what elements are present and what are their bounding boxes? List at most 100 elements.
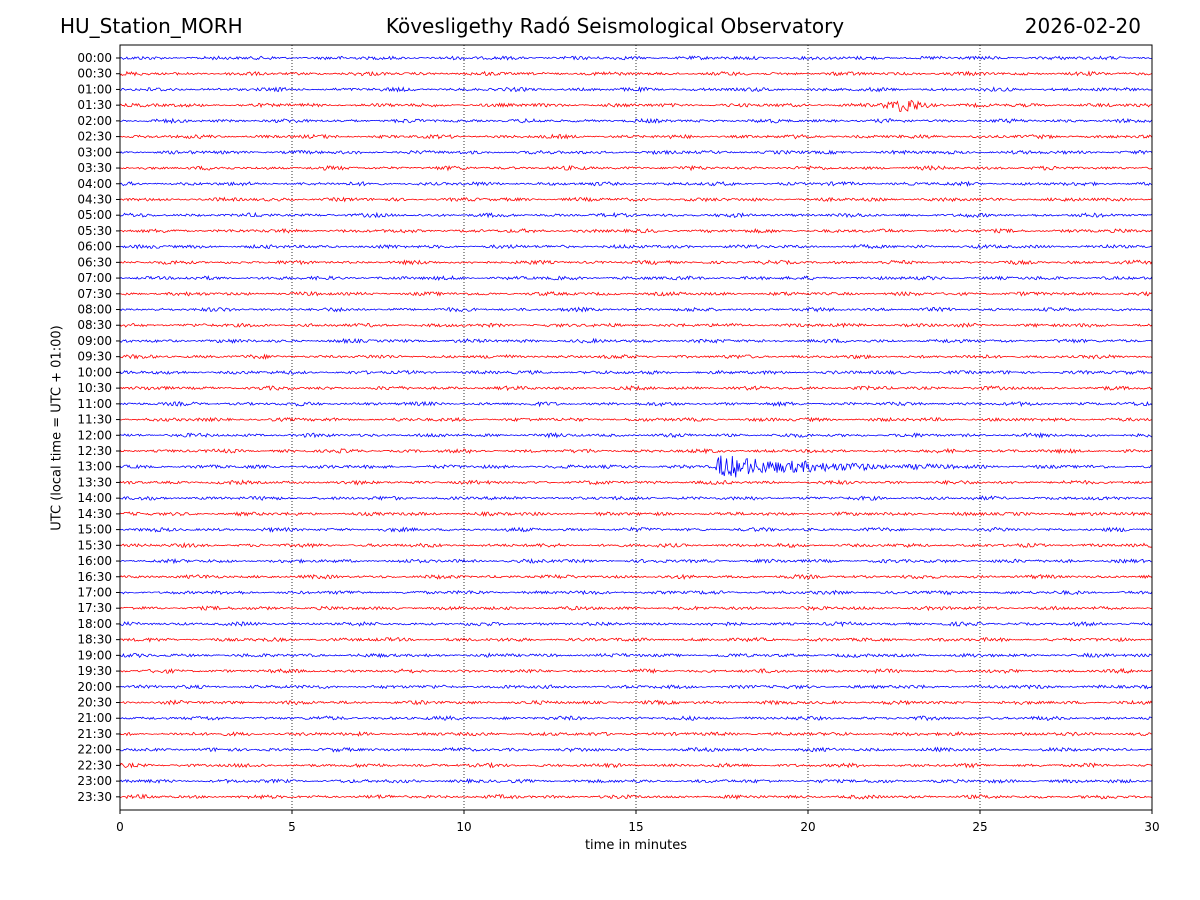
trace-1630 <box>119 573 1153 581</box>
row-label: 15:00 <box>77 523 112 537</box>
row-label: 22:30 <box>77 758 112 772</box>
trace-1800 <box>119 620 1153 628</box>
trace-2000 <box>119 684 1153 690</box>
x-tick-label: 10 <box>456 820 471 834</box>
x-axis-label: time in minutes <box>584 838 688 853</box>
trace-1730 <box>119 605 1153 612</box>
observatory-title: Kövesligethy Radó Seismological Observat… <box>385 14 845 38</box>
trace-0630 <box>119 259 1153 266</box>
row-label: 09:30 <box>77 350 112 364</box>
row-label: 08:00 <box>77 303 112 317</box>
row-label: 18:00 <box>77 617 112 631</box>
row-label: 12:30 <box>77 444 112 458</box>
trace-0100 <box>119 86 1153 93</box>
row-label: 16:30 <box>77 570 112 584</box>
trace-0530 <box>119 227 1153 234</box>
trace-1930 <box>119 667 1152 675</box>
row-label: 07:30 <box>77 287 112 301</box>
row-label: 00:00 <box>77 51 112 65</box>
row-label: 11:00 <box>77 397 112 411</box>
trace-0130 <box>119 99 1153 112</box>
x-tick-label: 20 <box>800 820 815 834</box>
row-label: 07:00 <box>77 271 112 285</box>
trace-1830 <box>119 636 1153 643</box>
trace-1030 <box>119 385 1153 392</box>
trace-1900 <box>119 652 1153 659</box>
row-label: 08:30 <box>77 318 112 332</box>
row-label: 20:30 <box>77 696 112 710</box>
trace-group <box>119 55 1153 800</box>
row-label: 17:00 <box>77 585 112 599</box>
row-label: 20:00 <box>77 680 112 694</box>
row-label: 03:30 <box>77 161 112 175</box>
trace-0900 <box>119 337 1153 344</box>
trace-1430 <box>119 511 1153 517</box>
trace-0230 <box>119 133 1153 140</box>
row-label: 19:00 <box>77 648 112 662</box>
plot-frame <box>119 44 1153 811</box>
trace-0930 <box>119 353 1153 360</box>
row-label: 21:30 <box>77 727 112 741</box>
trace-2200 <box>119 746 1153 753</box>
x-tick-label: 15 <box>628 820 643 834</box>
trace-2300 <box>119 778 1153 785</box>
row-label: 23:00 <box>77 774 112 788</box>
trace-1100 <box>119 400 1153 408</box>
row-label: 13:30 <box>77 475 112 489</box>
trace-0800 <box>119 306 1153 313</box>
row-label: 14:30 <box>77 507 112 521</box>
trace-1500 <box>119 526 1153 533</box>
trace-1530 <box>119 542 1153 549</box>
trace-0030 <box>119 70 1153 77</box>
trace-0830 <box>119 322 1153 329</box>
row-label: 06:00 <box>77 240 112 254</box>
trace-2030 <box>119 699 1153 706</box>
x-tick-label: 25 <box>972 820 987 834</box>
row-label: 10:30 <box>77 381 112 395</box>
row-label: 04:30 <box>77 192 112 206</box>
trace-1200 <box>119 431 1153 439</box>
trace-2100 <box>119 715 1153 722</box>
row-label: 23:30 <box>77 790 112 804</box>
row-label: 03:00 <box>77 145 112 159</box>
trace-0330 <box>119 164 1153 172</box>
row-label: 15:30 <box>77 538 112 552</box>
trace-0400 <box>119 180 1153 187</box>
trace-1130 <box>119 416 1153 423</box>
row-label: 12:00 <box>77 428 112 442</box>
row-label: 02:30 <box>77 130 112 144</box>
trace-0500 <box>119 211 1153 219</box>
trace-0000 <box>119 55 1153 61</box>
trace-0600 <box>119 243 1153 250</box>
station-name: HU_Station_MORH <box>60 14 243 38</box>
row-label: 09:00 <box>77 334 112 348</box>
x-tick-label: 0 <box>116 820 124 834</box>
trace-0300 <box>119 149 1153 156</box>
row-label: 05:00 <box>77 208 112 222</box>
trace-2230 <box>119 761 1153 769</box>
trace-1400 <box>119 495 1153 501</box>
trace-1600 <box>119 558 1153 565</box>
trace-1000 <box>119 369 1153 376</box>
row-label: 22:00 <box>77 743 112 757</box>
x-tick-label: 5 <box>288 820 296 834</box>
trace-0700 <box>119 275 1153 281</box>
x-tick-label: 30 <box>1144 820 1159 834</box>
grid-lines <box>291 45 981 810</box>
trace-2330 <box>119 793 1153 800</box>
row-label: 21:00 <box>77 711 112 725</box>
row-label: 18:30 <box>77 633 112 647</box>
row-label: 17:30 <box>77 601 112 615</box>
row-label: 11:30 <box>77 413 112 427</box>
trace-2130 <box>119 730 1153 737</box>
row-label: 19:30 <box>77 664 112 678</box>
trace-1230 <box>119 447 1153 455</box>
row-label: 14:00 <box>77 491 112 505</box>
trace-1330 <box>119 479 1153 486</box>
row-label: 05:30 <box>77 224 112 238</box>
row-label: 16:00 <box>77 554 112 568</box>
row-label: 04:00 <box>77 177 112 191</box>
record-date: 2026-02-20 <box>1024 14 1141 38</box>
